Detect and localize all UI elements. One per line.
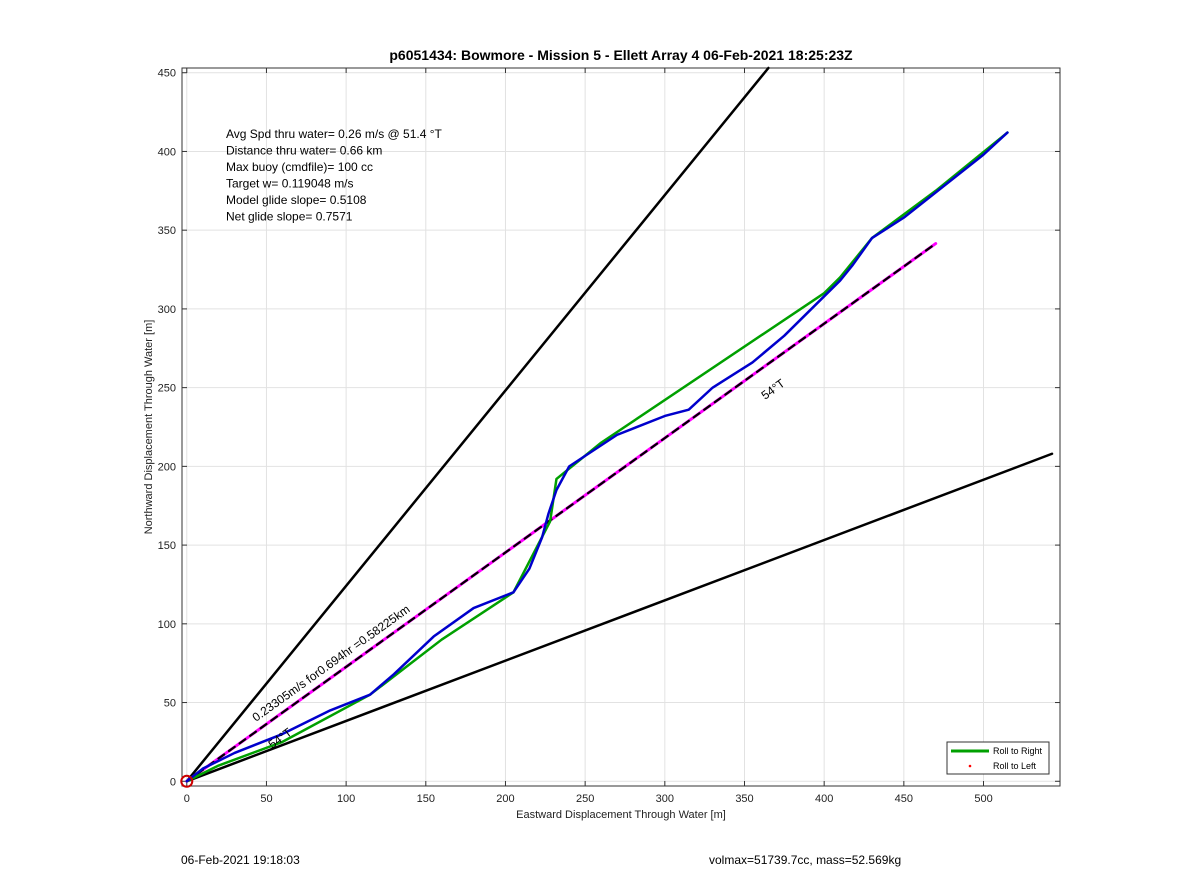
start-marker-circle	[180, 774, 194, 788]
y-tick-label: 450	[158, 68, 176, 80]
grid-lines	[182, 68, 1060, 786]
chart-title: p6051434: Bowmore - Mission 5 - Ellett A…	[389, 47, 853, 63]
y-tick-label: 50	[164, 698, 176, 710]
y-tick-label: 100	[158, 619, 176, 631]
info-line: Target w= 0.119048 m/s	[226, 177, 354, 191]
legend-swatch-roll-left	[968, 764, 972, 768]
x-tick-label: 100	[337, 793, 355, 805]
y-tick-label: 200	[158, 461, 176, 473]
footer-timestamp: 06-Feb-2021 19:18:03	[181, 853, 300, 867]
x-tick-label: 150	[417, 793, 435, 805]
y-axis-label: Northward Displacement Through Water [m]	[143, 320, 155, 535]
info-line: Distance thru water= 0.66 km	[226, 144, 382, 158]
legend-box	[946, 741, 1050, 775]
x-tick-label: 400	[815, 793, 833, 805]
x-tick-label: 250	[576, 793, 594, 805]
heading-line-dashed	[185, 242, 937, 783]
x-tick-label: 450	[895, 793, 913, 805]
data-series	[180, 66, 1054, 788]
x-tick-label: 50	[260, 793, 272, 805]
y-tick-label: 300	[158, 304, 176, 316]
y-tick-label: 400	[158, 146, 176, 158]
x-tick-label: 0	[184, 793, 190, 805]
info-line: Model glide slope= 0.5108	[226, 193, 367, 207]
x-tick-label: 500	[974, 793, 992, 805]
y-tick-label: 150	[158, 540, 176, 552]
heading-label-far: 54°T	[759, 376, 788, 403]
x-axis-ticks: 0 50 100 150 200 250 300 350 400 450 500	[184, 68, 993, 805]
blue-track-line	[185, 131, 1009, 783]
y-tick-label: 350	[158, 225, 176, 237]
legend: Roll to Right Roll to Left	[946, 741, 1050, 775]
y-tick-label: 0	[170, 776, 176, 788]
x-axis-label: Eastward Displacement Through Water [m]	[516, 809, 726, 821]
info-line: Net glide slope= 0.7571	[226, 210, 353, 224]
x-tick-label: 350	[735, 793, 753, 805]
info-line: Max buoy (cmdfile)= 100 cc	[226, 160, 373, 174]
envelope-upper-line	[185, 66, 770, 783]
envelope-lower-line	[185, 452, 1054, 783]
y-tick-label: 250	[158, 383, 176, 395]
plot-area-frame	[181, 67, 1061, 787]
legend-label-roll-left: Roll to Left	[993, 761, 1037, 771]
y-axis-ticks: 0 50 100 150 200 250 300 350 400 450	[158, 68, 1060, 788]
footer-vehicle-params: volmax=51739.7cc, mass=52.569kg	[709, 853, 902, 867]
x-tick-label: 300	[656, 793, 674, 805]
x-tick-label: 200	[496, 793, 514, 805]
info-line: Avg Spd thru water= 0.26 m/s @ 51.4 °T	[226, 127, 443, 141]
legend-label-roll-right: Roll to Right	[993, 746, 1043, 756]
mission-info-block: Avg Spd thru water= 0.26 m/s @ 51.4 °T Di…	[226, 127, 443, 224]
